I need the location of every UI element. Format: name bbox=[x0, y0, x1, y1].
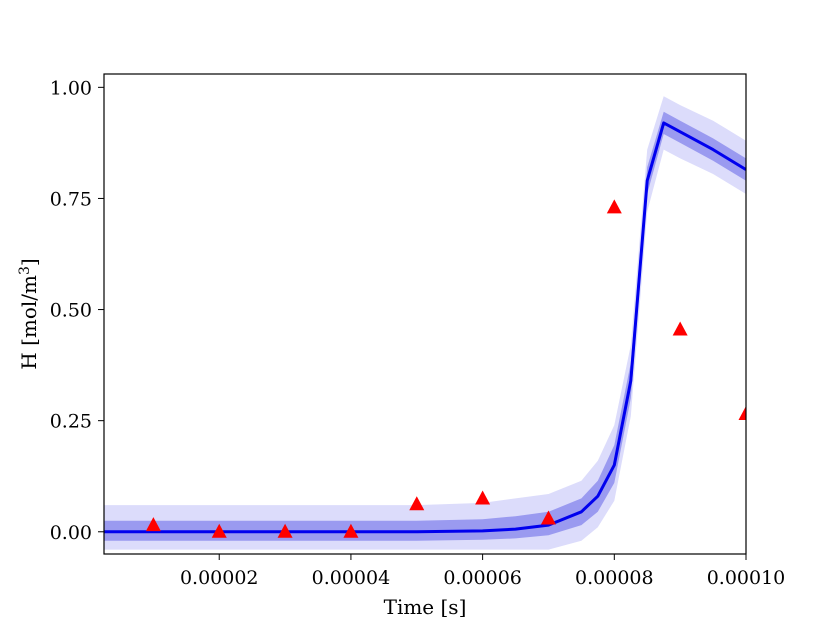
plot-area bbox=[104, 96, 746, 550]
x-axis-label: Time [s] bbox=[384, 595, 467, 619]
x-tick-label: 0.00004 bbox=[312, 567, 391, 589]
x-tick-label: 0.00010 bbox=[707, 567, 786, 589]
observation-marker bbox=[277, 523, 293, 538]
observation-marker bbox=[606, 199, 622, 214]
y-axis-label: H [mol/m3] bbox=[17, 258, 41, 369]
y-axis-label-close: ] bbox=[17, 258, 41, 266]
observation-marker bbox=[211, 523, 227, 538]
y-tick-label: 0.50 bbox=[50, 300, 92, 322]
y-tick-label: 1.00 bbox=[50, 77, 92, 99]
y-tick-label: 0.25 bbox=[50, 411, 92, 433]
plot-frame bbox=[103, 73, 747, 555]
observation-marker bbox=[409, 496, 425, 511]
x-axis: 0.00002 0.00004 0.00006 0.00008 0.00010 bbox=[180, 554, 785, 589]
y-tick-label: 0.00 bbox=[50, 522, 92, 544]
x-tick-label: 0.00006 bbox=[443, 567, 522, 589]
y-axis-label-main: H [mol/m bbox=[17, 275, 41, 370]
y-axis-label-sup: 3 bbox=[17, 266, 33, 275]
observation-marker bbox=[475, 490, 491, 505]
observation-marker bbox=[672, 321, 688, 336]
y-axis: 0.00 0.25 0.50 0.75 1.00 bbox=[50, 77, 104, 544]
model-mean-line bbox=[104, 121, 746, 534]
observation-markers bbox=[145, 199, 746, 538]
observation-marker bbox=[343, 523, 359, 538]
y-tick-label: 0.75 bbox=[50, 188, 92, 210]
x-tick-label: 0.00008 bbox=[575, 567, 654, 589]
x-tick-label: 0.00002 bbox=[180, 567, 259, 589]
observation-marker bbox=[540, 510, 556, 525]
observation-marker bbox=[738, 406, 746, 420]
observation-marker bbox=[145, 517, 161, 532]
